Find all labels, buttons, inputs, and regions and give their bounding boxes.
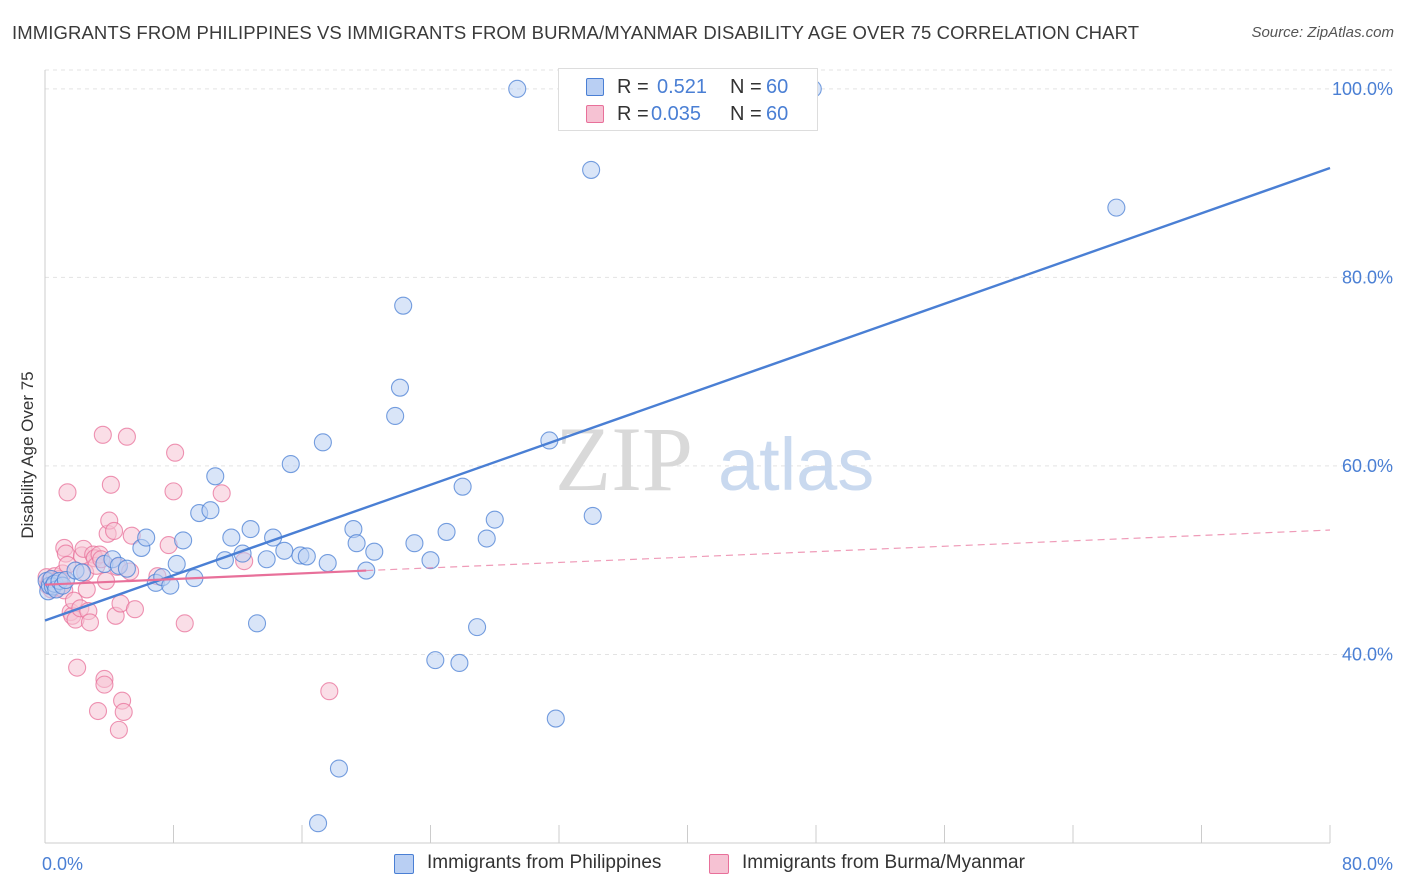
philippines-point bbox=[247, 614, 267, 633]
burma-point bbox=[166, 443, 185, 462]
burma-point bbox=[114, 702, 133, 722]
chart-title: IMMIGRANTS FROM PHILIPPINES VS IMMIGRANT… bbox=[12, 22, 1140, 43]
watermark: ZIP atlas bbox=[555, 408, 874, 510]
philippines-point bbox=[72, 563, 91, 582]
stats-n-label: N = bbox=[730, 76, 762, 98]
stats-r-value: 0.035 bbox=[651, 103, 702, 125]
legend-swatch-philippines bbox=[394, 854, 414, 874]
stats-row-philippines: R = 0.521 N = 60 bbox=[559, 73, 817, 101]
philippines-point bbox=[329, 759, 348, 778]
philippines-point bbox=[583, 506, 602, 525]
philippines-point bbox=[117, 559, 136, 578]
philippines-point bbox=[405, 534, 424, 553]
philippines-point bbox=[137, 528, 156, 547]
stats-r-label: R = bbox=[617, 103, 649, 125]
source-label: Source: ZipAtlas.com bbox=[1251, 24, 1394, 41]
burma-point bbox=[95, 675, 114, 694]
stats-n-value: 60 bbox=[766, 103, 789, 125]
philippines-point bbox=[477, 529, 496, 548]
philippines-point bbox=[546, 709, 565, 728]
philippines-point bbox=[347, 534, 366, 553]
philippines-point bbox=[390, 378, 410, 397]
burma-point bbox=[125, 600, 144, 619]
stats-n-value: 60 bbox=[766, 76, 789, 98]
y-tick-label: 60.0% bbox=[1342, 456, 1393, 476]
axes bbox=[44, 70, 1331, 844]
philippines-point bbox=[365, 542, 384, 561]
philippines-point bbox=[453, 477, 472, 496]
burma-trend-extension bbox=[366, 529, 1331, 572]
burma-point bbox=[105, 521, 124, 541]
watermark-atlas: atlas bbox=[718, 423, 874, 506]
tick-labels: 40.0% 60.0% 80.0% 100.0% 0.0% 80.0% bbox=[42, 79, 1393, 874]
stats-r-label: R = bbox=[617, 76, 649, 98]
data-points bbox=[37, 79, 1126, 833]
philippines-point bbox=[318, 553, 337, 573]
philippines-point bbox=[206, 467, 225, 486]
legend-swatch-burma bbox=[709, 854, 729, 874]
x-tick-label: 80.0% bbox=[1342, 854, 1393, 874]
philippines-point bbox=[275, 541, 294, 560]
watermark-zip: ZIP bbox=[555, 408, 693, 510]
burma-point bbox=[109, 720, 128, 739]
stats-swatch-philippines bbox=[586, 78, 604, 96]
philippines-point bbox=[309, 814, 328, 833]
philippines-point bbox=[281, 454, 300, 474]
philippines-point bbox=[222, 528, 241, 547]
stats-swatch-burma bbox=[586, 105, 604, 123]
burma-point bbox=[68, 658, 87, 677]
burma-point bbox=[77, 580, 96, 599]
philippines-point bbox=[386, 406, 405, 426]
philippines-point bbox=[174, 531, 193, 550]
philippines-point bbox=[297, 547, 316, 566]
philippines-point bbox=[313, 433, 332, 452]
philippines-point bbox=[394, 296, 413, 315]
y-tick-label: 40.0% bbox=[1342, 644, 1393, 664]
burma-point bbox=[320, 682, 339, 701]
philippines-point bbox=[1107, 198, 1126, 217]
trend-lines bbox=[44, 166, 1331, 622]
burma-trend-line bbox=[44, 569, 367, 586]
burma-point bbox=[88, 701, 108, 721]
philippines-point bbox=[485, 510, 504, 529]
burma-point bbox=[175, 614, 194, 633]
philippines-point bbox=[582, 160, 601, 179]
y-tick-label: 80.0% bbox=[1342, 267, 1393, 287]
philippines-point bbox=[241, 520, 260, 539]
stats-r-value: 0.521 bbox=[657, 76, 708, 98]
philippines-point bbox=[257, 550, 276, 569]
philippines-point bbox=[437, 522, 456, 541]
burma-point bbox=[80, 613, 100, 632]
legend-label-burma: Immigrants from Burma/Myanmar bbox=[742, 852, 1025, 873]
stats-box: R = 0.521 N = 60 R = 0.035 N = 60 bbox=[558, 68, 818, 131]
x-tick-label: 0.0% bbox=[42, 854, 83, 874]
philippines-point bbox=[421, 551, 440, 570]
legend-label-philippines: Immigrants from Philippines bbox=[427, 852, 662, 873]
y-tick-label: 100.0% bbox=[1332, 79, 1393, 99]
philippines-point bbox=[426, 651, 445, 670]
stats-n-label: N = bbox=[730, 103, 762, 125]
philippines-point bbox=[508, 79, 527, 98]
philippines-trend-line bbox=[44, 166, 1331, 622]
burma-point bbox=[101, 475, 120, 494]
philippines-point bbox=[201, 501, 220, 520]
philippines-point bbox=[167, 554, 186, 574]
stats-row-burma: R = 0.035 N = 60 bbox=[559, 100, 817, 128]
burma-point bbox=[58, 483, 77, 502]
burma-point bbox=[212, 484, 231, 503]
philippines-point bbox=[468, 618, 487, 637]
burma-point bbox=[93, 425, 112, 444]
philippines-point bbox=[450, 653, 469, 672]
burma-point bbox=[164, 482, 183, 501]
burma-point bbox=[117, 427, 136, 446]
